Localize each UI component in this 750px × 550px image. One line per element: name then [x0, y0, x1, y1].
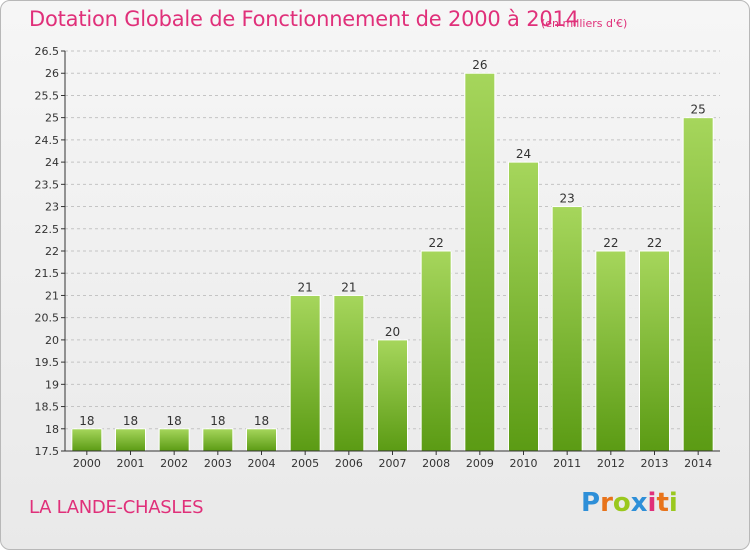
logo-letter: x [630, 488, 648, 518]
bar-value-label: 18 [79, 414, 94, 428]
x-tick-label: 2007 [379, 457, 407, 470]
y-tick-label: 19.5 [35, 356, 60, 369]
bar-2011 [551, 206, 583, 452]
bar-value-label: 24 [516, 147, 531, 161]
y-tick-label: 18 [45, 423, 59, 436]
y-tick-label: 18.5 [35, 401, 60, 414]
bar-2007 [377, 339, 408, 452]
y-tick-label: 26.5 [35, 45, 60, 58]
bar-2010 [508, 161, 539, 452]
chart-title: Dotation Globale de Fonctionnement de 20… [29, 7, 579, 31]
bar-2002 [158, 428, 190, 452]
y-tick-label: 23.5 [35, 178, 60, 191]
bar-2008 [420, 250, 452, 452]
x-tick-label: 2003 [204, 457, 232, 470]
y-tick-label: 23 [45, 201, 59, 214]
bar-2014 [682, 117, 714, 452]
y-tick-label: 25.5 [35, 89, 60, 102]
y-tick-label: 25 [45, 112, 59, 125]
y-tick-label: 19 [45, 378, 59, 391]
y-tick-label: 17.5 [35, 445, 60, 458]
x-tick-label: 2000 [73, 457, 101, 470]
x-tick-label: 2012 [597, 457, 625, 470]
bar-value-label: 21 [298, 280, 313, 294]
bar-value-label: 26 [472, 58, 487, 72]
bar-value-label: 18 [254, 414, 269, 428]
logo-letter: r [600, 488, 613, 518]
bar-2012 [595, 250, 627, 452]
x-tick-label: 2009 [466, 457, 494, 470]
chart-unit: (en milliers d'€) [541, 17, 628, 30]
x-tick-label: 2014 [684, 457, 712, 470]
place-name: LA LANDE-CHASLES [29, 497, 204, 518]
bar-2001 [115, 428, 146, 452]
bar-value-label: 22 [603, 236, 618, 250]
x-tick-label: 2001 [117, 457, 145, 470]
bar-2005 [289, 294, 321, 452]
bar-value-label: 22 [647, 236, 662, 250]
y-tick-label: 24.5 [35, 134, 60, 147]
x-tick-label: 2010 [510, 457, 538, 470]
bar-2000 [71, 428, 103, 452]
y-tick-label: 22.5 [35, 223, 60, 236]
x-tick-label: 2004 [248, 457, 276, 470]
bar-2013 [639, 250, 670, 452]
bar-value-label: 18 [123, 414, 138, 428]
x-tick-label: 2008 [422, 457, 450, 470]
logo-letter: P [581, 488, 601, 518]
x-tick-label: 2006 [335, 457, 363, 470]
bar-value-label: 22 [429, 236, 444, 250]
x-tick-label: 2013 [641, 457, 669, 470]
bar-value-label: 23 [560, 192, 575, 206]
y-tick-label: 26 [45, 67, 59, 80]
bar-value-label: 20 [385, 325, 400, 339]
logo-letter: i [668, 488, 678, 518]
bar-2003 [202, 428, 234, 452]
bar-value-label: 25 [691, 103, 706, 117]
bar-2006 [333, 294, 365, 452]
proxiti-logo: Proxiti [581, 488, 678, 518]
bar-2004 [246, 428, 277, 452]
y-tick-label: 21.5 [35, 267, 60, 280]
y-tick-label: 21 [45, 289, 59, 302]
bar-2009 [464, 72, 496, 452]
x-tick-label: 2002 [160, 457, 188, 470]
x-tick-label: 2005 [291, 457, 319, 470]
y-tick-label: 20 [45, 334, 59, 347]
x-tick-label: 2011 [553, 457, 581, 470]
bar-value-label: 18 [210, 414, 225, 428]
logo-letter: o [612, 488, 631, 518]
y-tick-label: 20.5 [35, 312, 60, 325]
logo-letter: t [656, 488, 669, 518]
y-tick-label: 24 [45, 156, 59, 169]
bar-value-label: 18 [167, 414, 182, 428]
y-tick-label: 22 [45, 245, 59, 258]
bar-value-label: 21 [341, 280, 356, 294]
logo-letter: i [647, 488, 657, 518]
